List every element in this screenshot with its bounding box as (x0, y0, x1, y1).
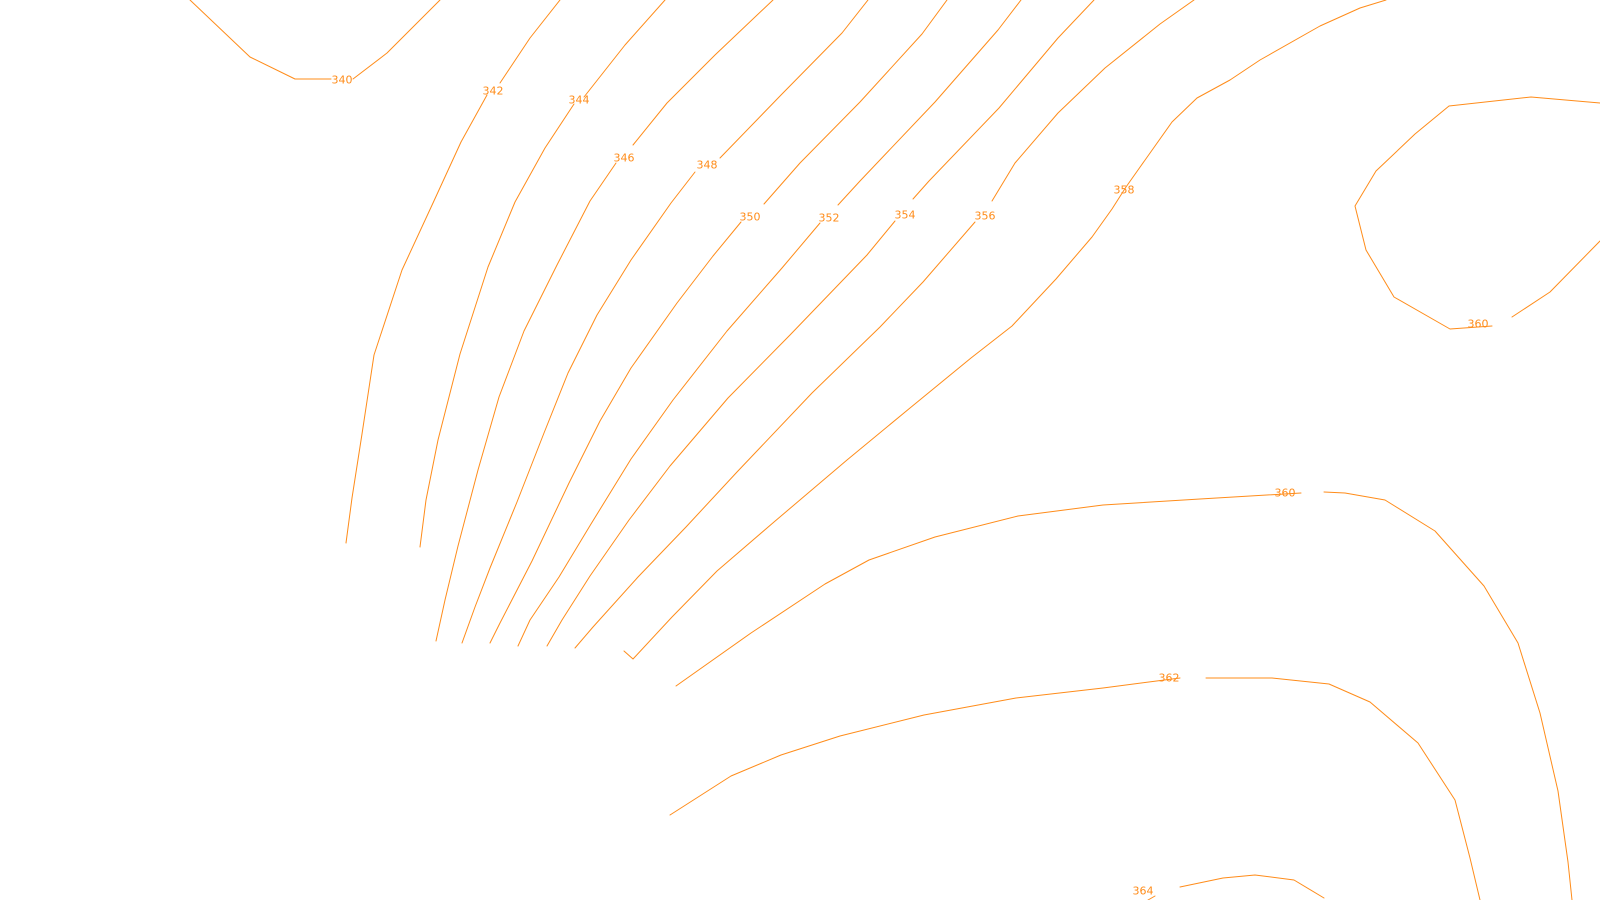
contour-line-340 (189, 0, 441, 80)
contour-label: 340 (332, 74, 353, 87)
contour-label: 360 (1468, 318, 1489, 331)
contour-label: 350 (740, 211, 761, 224)
contour-label: 352 (819, 212, 840, 225)
contour-line-362 (669, 677, 1481, 900)
contour-line-352 (517, 0, 1022, 647)
contour-line-358 (623, 0, 1387, 660)
contour-label: 362 (1159, 672, 1180, 685)
contour-label: 342 (483, 85, 504, 98)
contour-line-360-upper (1354, 96, 1600, 330)
contour-label: 346 (614, 152, 635, 165)
contour-line-360-lower (675, 491, 1573, 900)
contour-line-342 (345, 0, 561, 544)
contour-line-356 (574, 0, 1195, 649)
contour-labels: 340 342 344 346 348 350 352 354 356 358 … (332, 74, 1489, 898)
contour-label: 364 (1133, 885, 1154, 898)
contour-line-346 (435, 0, 774, 642)
contour-line-364 (1147, 874, 1325, 900)
contour-label: 354 (895, 209, 916, 222)
contour-label: 358 (1114, 184, 1135, 197)
contour-line-350 (489, 0, 948, 644)
contour-line-344 (419, 0, 666, 548)
contour-label: 360 (1275, 487, 1296, 500)
contour-lines (189, 0, 1600, 900)
contour-line-348 (461, 0, 869, 644)
contour-label: 348 (697, 159, 718, 172)
contour-label: 356 (975, 210, 996, 223)
contour-line-354 (546, 0, 1095, 647)
contour-label: 344 (569, 94, 590, 107)
